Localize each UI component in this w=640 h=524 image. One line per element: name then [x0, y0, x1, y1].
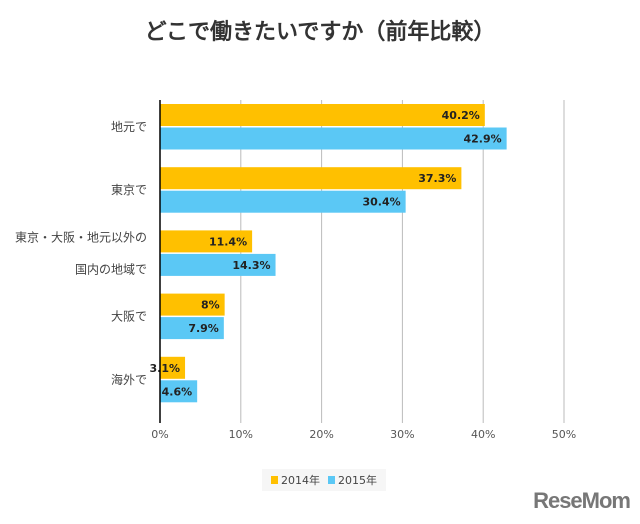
x-tick-label: 0%	[151, 428, 168, 441]
bar-2015	[160, 190, 406, 213]
legend: 2014年 2015年	[262, 469, 386, 491]
data-label: 4.6%	[162, 385, 193, 398]
x-tick-label: 50%	[552, 428, 576, 441]
category-label: 地元で	[111, 120, 147, 134]
data-label: 42.9%	[463, 133, 501, 146]
category-label: 大阪で	[111, 310, 147, 324]
category-label: 国内の地域で	[75, 262, 147, 276]
bar-2015	[160, 127, 507, 150]
data-label: 11.4%	[209, 235, 247, 248]
resemom-logo: ReseMom	[533, 488, 631, 513]
legend-label: 2015年	[338, 474, 377, 487]
data-label: 40.2%	[442, 109, 480, 122]
bar-2014	[160, 356, 186, 379]
chart-title: どこで働きたいですか（前年比較）	[144, 20, 496, 45]
bar-2015	[160, 317, 224, 340]
legend-label: 2014年	[281, 474, 320, 487]
x-tick-label: 40%	[471, 428, 495, 441]
category-label: 東京・大阪・地元以外の	[15, 230, 147, 244]
legend-swatch	[328, 476, 335, 484]
data-label: 8%	[201, 299, 220, 312]
category-label: 海外で	[111, 372, 147, 387]
legend-item-2015: 2015年	[328, 472, 377, 488]
bar-2015	[160, 380, 198, 403]
data-label: 7.9%	[188, 322, 219, 335]
bar-2014	[160, 293, 225, 316]
data-label: 37.3%	[418, 172, 456, 185]
data-label: 14.3%	[232, 259, 270, 272]
data-label: 3.1%	[150, 362, 181, 375]
x-tick-label: 20%	[309, 428, 333, 441]
bar-2014	[160, 167, 462, 190]
x-tick-label: 10%	[229, 428, 253, 441]
data-label: 30.4%	[362, 196, 400, 209]
x-tick-label: 30%	[390, 428, 414, 441]
bar-2015	[160, 253, 276, 276]
legend-item-2014: 2014年	[271, 472, 320, 488]
category-label: 東京で	[111, 183, 147, 197]
legend-swatch	[271, 476, 278, 484]
bar-2014	[160, 230, 253, 253]
bar-2014	[160, 104, 485, 126]
